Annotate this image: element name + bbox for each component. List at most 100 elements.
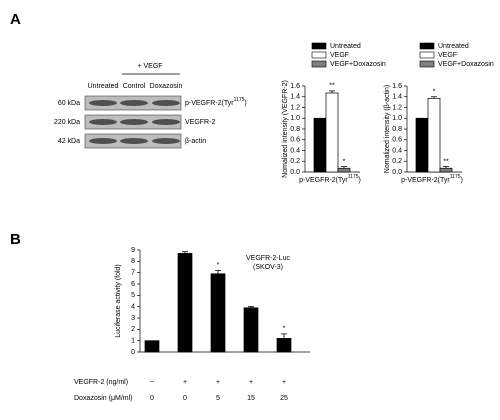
y-tick-label: 4 bbox=[131, 304, 135, 311]
row-value: 0 bbox=[183, 395, 187, 402]
row-label: Doxazosin (μM/ml) bbox=[74, 395, 133, 402]
y-tick-label: 0.0 bbox=[290, 169, 300, 176]
y-tick-label: 2 bbox=[131, 326, 135, 333]
significance: * bbox=[217, 262, 220, 269]
protein-label: β-actin bbox=[185, 138, 206, 145]
band bbox=[89, 138, 117, 144]
bar bbox=[243, 307, 259, 353]
row-value: 5 bbox=[216, 395, 220, 402]
panel-label: A bbox=[10, 11, 21, 28]
y-tick-label: 0.2 bbox=[290, 158, 300, 165]
bar bbox=[276, 338, 292, 353]
band bbox=[120, 138, 148, 144]
row-value: + bbox=[282, 379, 286, 386]
bar bbox=[177, 253, 193, 353]
band bbox=[89, 119, 117, 125]
y-tick-label: 1.2 bbox=[392, 104, 402, 111]
legend-swatch bbox=[311, 42, 327, 50]
protein-label-sup: 1175 bbox=[234, 97, 245, 103]
legend-label: VEGF+Doxazosin bbox=[438, 61, 494, 68]
band bbox=[89, 100, 117, 106]
significance: ** bbox=[329, 83, 335, 90]
legend-swatch bbox=[419, 51, 435, 59]
error-bar bbox=[248, 306, 254, 308]
significance: * bbox=[433, 89, 436, 96]
y-axis-label: Luciferase activity (fold) bbox=[115, 264, 122, 338]
y-tick-label: 0.8 bbox=[392, 126, 402, 133]
x-axis-label-sup: 1175 bbox=[450, 174, 461, 180]
size-label: 60 kDa bbox=[58, 100, 80, 107]
protein-label-part: ) bbox=[244, 100, 246, 107]
bar bbox=[313, 117, 327, 173]
band bbox=[152, 119, 180, 125]
y-axis-label: Nomalized intensity (β-actin) bbox=[384, 85, 391, 173]
y-tick-label: 0.0 bbox=[392, 169, 402, 176]
y-axis-label: Nomalized intensity (VEGFR-2) bbox=[282, 80, 289, 178]
annotation: (SKOV-3) bbox=[253, 264, 283, 271]
error-bar bbox=[329, 90, 335, 93]
error-bar bbox=[431, 96, 437, 99]
bar bbox=[325, 92, 339, 173]
y-tick-label: 9 bbox=[131, 247, 135, 254]
band bbox=[152, 100, 180, 106]
legend-label: VEGF bbox=[330, 52, 349, 59]
bar bbox=[427, 98, 441, 173]
legend-swatch bbox=[311, 60, 327, 68]
row-value: + bbox=[249, 379, 253, 386]
protein-label: VEGFR-2 bbox=[185, 119, 215, 126]
y-tick-label: 8 bbox=[131, 258, 135, 265]
bar bbox=[337, 167, 351, 173]
error-bar bbox=[215, 270, 221, 274]
y-tick-label: 0.6 bbox=[290, 137, 300, 144]
y-tick-label: 0.2 bbox=[392, 158, 402, 165]
size-label: 42 kDa bbox=[58, 138, 80, 145]
row-value: 25 bbox=[280, 395, 288, 402]
error-bar bbox=[341, 166, 347, 169]
legend-label: VEGF bbox=[438, 52, 457, 59]
protein-label-part: VEGFR-2 bbox=[185, 119, 215, 126]
error-bar bbox=[182, 251, 188, 254]
legend-swatch bbox=[419, 42, 435, 50]
y-tick-label: 1.4 bbox=[392, 94, 402, 101]
y-tick-label: 1.0 bbox=[392, 115, 402, 122]
protein-label-part: β-actin bbox=[185, 138, 206, 145]
bar bbox=[144, 340, 160, 353]
y-tick-label: 5 bbox=[131, 292, 135, 299]
lane-label: Untreated bbox=[88, 83, 119, 90]
y-tick-label: 1.4 bbox=[290, 94, 300, 101]
y-tick-label: 7 bbox=[131, 270, 135, 277]
significance: * bbox=[283, 326, 286, 333]
band bbox=[152, 138, 180, 144]
row-label: VEGFR-2 (ng/ml) bbox=[74, 379, 128, 386]
y-tick-label: 1.0 bbox=[290, 115, 300, 122]
legend-swatch bbox=[311, 51, 327, 59]
error-bar bbox=[443, 166, 449, 169]
error-bar bbox=[281, 333, 287, 339]
y-tick-label: 0.6 bbox=[392, 137, 402, 144]
lane-label: Doxazosin bbox=[150, 83, 183, 90]
legend-label: Untreated bbox=[438, 43, 469, 50]
bar bbox=[415, 117, 429, 173]
row-value: 15 bbox=[247, 395, 255, 402]
y-tick-label: 0 bbox=[131, 349, 135, 356]
annotation: VEGFR-2-Luc bbox=[246, 255, 290, 262]
row-value: + bbox=[216, 379, 220, 386]
x-axis-label-part: p-VEGFR-2(Tyr bbox=[401, 177, 450, 184]
y-tick-label: 0.8 bbox=[290, 126, 300, 133]
legend-swatch bbox=[419, 60, 435, 68]
y-tick-label: 1 bbox=[131, 338, 135, 345]
x-axis-label: p-VEGFR-2(Tyr1175) bbox=[299, 174, 361, 184]
y-tick-label: 3 bbox=[131, 315, 135, 322]
row-value: 0 bbox=[150, 395, 154, 402]
legend-label: VEGF+Doxazosin bbox=[330, 61, 386, 68]
lane-label: Control bbox=[123, 83, 146, 90]
x-axis-label-part: p-VEGFR-2(Tyr bbox=[299, 177, 348, 184]
y-tick-label: 1.6 bbox=[392, 83, 402, 90]
bar bbox=[210, 273, 226, 353]
y-tick-label: 0.4 bbox=[392, 147, 402, 154]
significance: * bbox=[343, 158, 346, 165]
row-value: − bbox=[150, 379, 154, 386]
y-tick-label: 1.2 bbox=[290, 104, 300, 111]
row-value: + bbox=[183, 379, 187, 386]
